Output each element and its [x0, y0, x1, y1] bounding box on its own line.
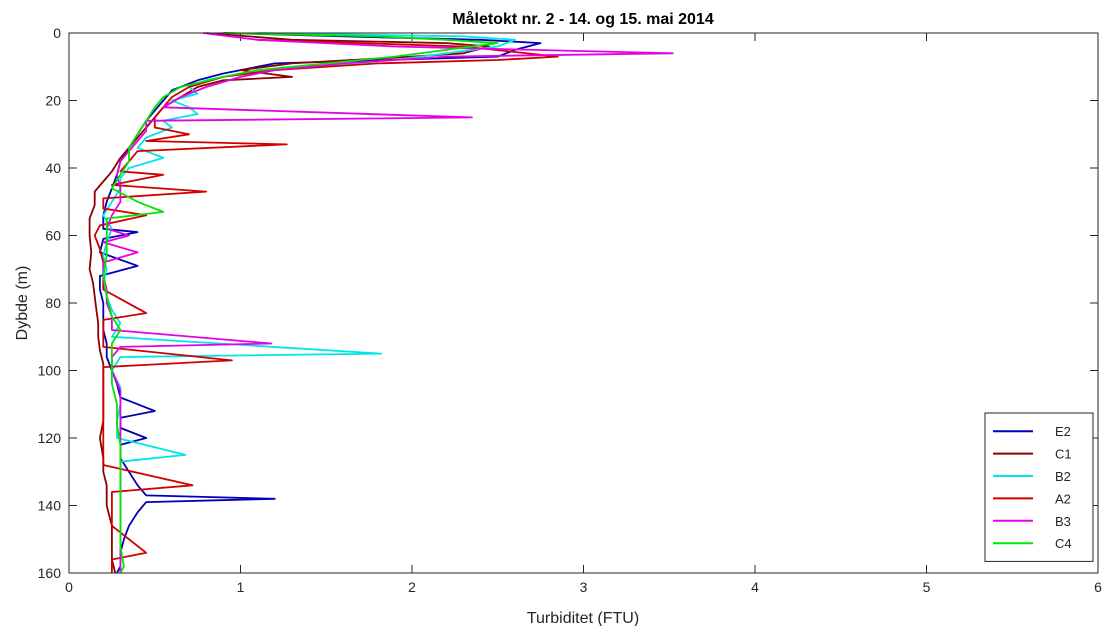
legend-label-e2: E2 [1055, 424, 1071, 439]
y-tick-label: 40 [45, 160, 61, 176]
legend-label-a2: A2 [1055, 491, 1071, 506]
series-line-b3 [102, 32, 674, 573]
y-axis-label: Dybde (m) [14, 266, 31, 341]
x-tick-label: 6 [1094, 579, 1102, 595]
chart-title: Måletokt nr. 2 - 14. og 15. mai 2014 [452, 10, 714, 28]
x-tick-label: 3 [580, 579, 588, 595]
x-tick-label: 5 [923, 579, 931, 595]
legend-label-b2: B2 [1055, 469, 1071, 484]
legend: E2 C1 B2 A2 B3 C4 [984, 412, 1094, 562]
y-tick-label: 60 [45, 228, 61, 244]
y-tick-label: 140 [38, 498, 62, 514]
y-tick-label: 80 [45, 295, 61, 311]
x-tick-label: 4 [751, 579, 759, 595]
y-tick-label: 100 [38, 363, 62, 379]
legend-label-b3: B3 [1055, 514, 1071, 529]
y-tick-label: 160 [38, 565, 62, 581]
y-tick-label: 120 [38, 430, 62, 446]
legend-box [984, 412, 1094, 562]
plot-frame [68, 32, 1099, 574]
series-line-a2 [93, 38, 559, 573]
legend-label-c1: C1 [1055, 447, 1072, 462]
series-line-c4 [102, 32, 499, 574]
x-tick-label: 0 [65, 579, 73, 595]
x-tick-label: 1 [237, 579, 245, 595]
y-tick-label: 0 [53, 25, 61, 41]
series-group [88, 32, 674, 574]
x-axis-label: Turbiditet (FTU) [527, 610, 639, 626]
x-axis: 0 1 2 3 4 5 6 [65, 33, 1102, 595]
x-tick-label: 2 [408, 579, 416, 595]
legend-label-c4: C4 [1055, 536, 1072, 551]
y-tick-label: 20 [45, 93, 61, 109]
